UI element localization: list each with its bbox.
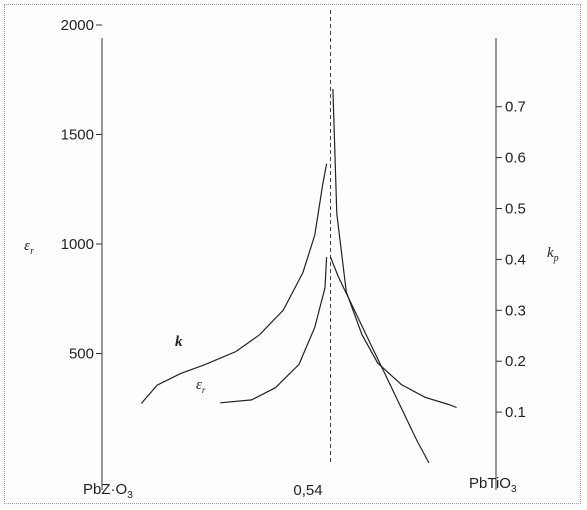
x-label-right: PbTiO3 [469, 475, 517, 495]
series-group [140, 88, 457, 464]
right-tick-label: 0.6 [505, 150, 526, 167]
right-tick-label: 0.4 [505, 251, 526, 268]
axes [101, 38, 497, 490]
series-line-k-left [140, 163, 328, 404]
right-tick-label: 0.7 [505, 99, 526, 116]
right-tick-label: 0.1 [505, 404, 526, 421]
series-line-er-right [329, 256, 430, 464]
left-tick-label: 1500 [61, 127, 94, 144]
left-tick-label: 500 [69, 346, 94, 363]
left-tick-label: 1000 [61, 236, 94, 253]
series-line-k-right [332, 88, 457, 409]
x-label-center: 0,54 [293, 482, 322, 499]
left-axis-label: εr [24, 238, 34, 257]
right-tick-label: 0.3 [505, 302, 526, 319]
x-label-left: PbZ·O3 [83, 481, 133, 501]
curve-label-k: k [175, 334, 183, 350]
right-tick-label: 0.2 [505, 353, 526, 370]
left-tick-label: 2000 [61, 17, 94, 34]
right-tick-label: 0.5 [505, 201, 526, 218]
right-axis-label: kp [547, 245, 559, 264]
chart-frame [4, 4, 581, 504]
curve-label-er: εr [196, 377, 206, 395]
series-line-er-left [220, 257, 328, 404]
right-axis-ticks: 0.1 0.2 0.3 0.4 0.5 0.6 0.7 [496, 99, 526, 421]
left-axis-ticks: 500 1000 1500 2000 [61, 17, 102, 363]
